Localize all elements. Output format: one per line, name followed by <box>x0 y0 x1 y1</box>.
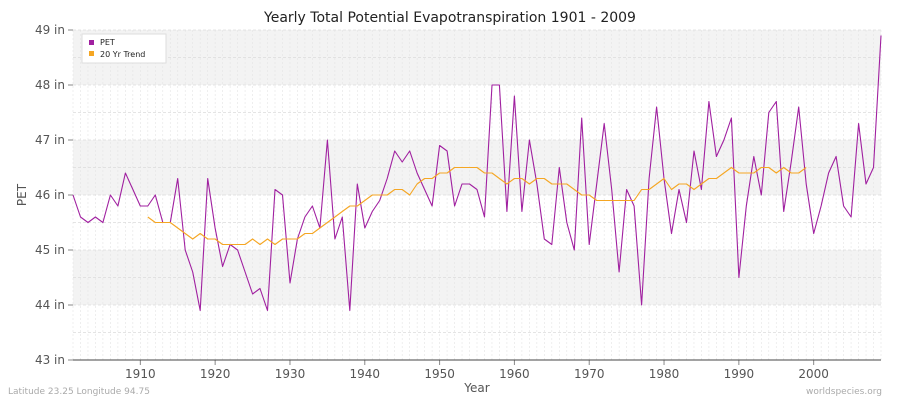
x-tick-label: 1930 <box>275 367 306 381</box>
x-tick-label: 1990 <box>724 367 755 381</box>
y-axis-ticks: 43 in 44 in 45 in 46 in 47 in 48 in 49 in <box>35 23 73 367</box>
series-layer <box>72 35 882 312</box>
x-axis-label: Year <box>463 381 489 395</box>
trend-series-line <box>147 166 807 246</box>
y-tick-label: 49 in <box>35 23 65 37</box>
y-tick-label: 43 in <box>35 353 65 367</box>
legend-label-pet: PET <box>100 38 115 47</box>
pet-series-line <box>72 35 882 312</box>
y-axis-label: PET <box>15 183 29 206</box>
y-tick-label: 46 in <box>35 188 65 202</box>
chart-title: Yearly Total Potential Evapotranspiratio… <box>263 10 636 26</box>
legend-box <box>81 33 167 64</box>
x-tick-label: 1910 <box>125 367 156 381</box>
x-tick-label: 1940 <box>350 367 381 381</box>
x-tick-label: 1960 <box>499 367 530 381</box>
x-tick-label: 1950 <box>424 367 455 381</box>
legend-swatch-pet <box>89 40 94 45</box>
footer-source: worldspecies.org <box>806 387 882 397</box>
x-axis-ticks: 1910 1920 1930 1940 1950 1960 1970 1980 1990 2000 <box>125 360 829 381</box>
legend: PET 20 Yr Trend <box>81 33 167 64</box>
x-tick-label: 1970 <box>574 367 605 381</box>
y-tick-label: 45 in <box>35 243 65 257</box>
y-tick-label: 48 in <box>35 78 65 92</box>
footer-location: Latitude 23.25 Longitude 94.75 <box>8 387 150 397</box>
x-tick-label: 1980 <box>649 367 680 381</box>
x-tick-label: 2000 <box>798 367 829 381</box>
y-tick-label: 44 in <box>35 298 65 312</box>
legend-swatch-trend <box>89 51 94 56</box>
y-tick-label: 47 in <box>35 133 65 147</box>
legend-label-trend: 20 Yr Trend <box>100 50 145 59</box>
x-tick-label: 1920 <box>200 367 231 381</box>
